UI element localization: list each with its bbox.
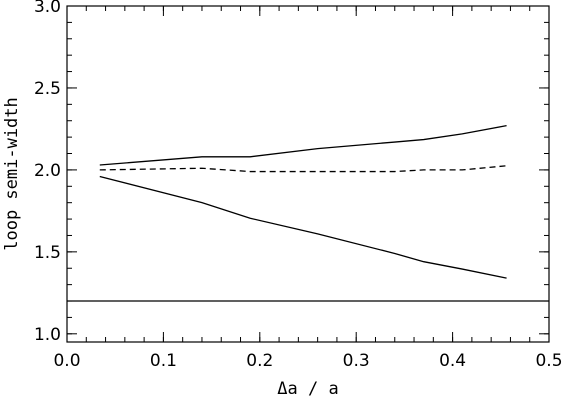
y-tick-label: 2.0 — [34, 161, 61, 181]
x-tick-label: 0.3 — [343, 351, 370, 371]
tick-labels: 0.0 0.1 0.2 0.3 0.4 0.5 1.0 1.5 2.0 2.5 3.0 — [34, 0, 563, 371]
data-series — [67, 125, 549, 302]
x-tick-label: 0.1 — [150, 351, 177, 371]
y-tick-label: 2.5 — [34, 79, 61, 99]
x-tick-label: 0.5 — [535, 351, 562, 371]
plot-frame — [66, 5, 550, 343]
y-tick-label: 1.0 — [34, 325, 61, 345]
x-axis-label: Δa / a — [277, 379, 338, 399]
series-line-2 — [99, 165, 507, 173]
y-tick-label: 1.5 — [34, 243, 61, 263]
axis-ticks — [66, 5, 550, 342]
y-tick-label: 3.0 — [34, 0, 61, 17]
x-tick-label: 0.0 — [53, 351, 80, 371]
series-line-3 — [99, 175, 507, 279]
series-line-1 — [99, 125, 507, 166]
x-tick-label: 0.4 — [439, 351, 466, 371]
x-tick-label: 0.2 — [246, 351, 273, 371]
y-axis-label: loop semi-width — [2, 97, 22, 251]
